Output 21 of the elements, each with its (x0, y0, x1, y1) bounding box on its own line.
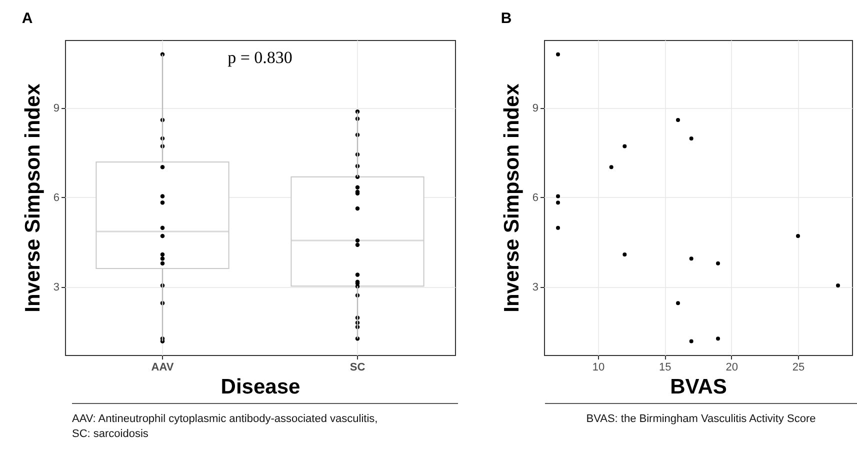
x-axis-title: BVAS (670, 376, 727, 398)
text: AAV: Antineutrophil cytoplasmic antibody-associated vasculitis, SC: sarcoidosis (72, 403, 458, 442)
y-axis-title: Inverse Simpson index (21, 83, 44, 312)
x-tick-label: 25 (792, 362, 805, 374)
x-tick-label: SC (350, 362, 366, 374)
x-tick-label: AAV (151, 362, 174, 374)
x-tick-label: 15 (659, 362, 672, 374)
y-tick-label: 6 (53, 192, 60, 204)
annotation: p = 0.830 (228, 48, 292, 67)
x-axis-title: Disease (220, 376, 300, 398)
chart-title: A (22, 10, 33, 27)
text: BVAS: the Birmingham Vasculitis Activity Score (545, 403, 857, 427)
y-tick-label: 9 (53, 102, 60, 115)
y-tick-label: 3 (532, 281, 538, 294)
chart-title: B (500, 10, 512, 27)
x-tick-label: 10 (592, 362, 605, 374)
x-tick-label: 20 (726, 362, 738, 374)
y-axis-title: Inverse Simpson index (500, 83, 524, 312)
y-tick-label: 3 (53, 281, 60, 294)
y-tick-label: 6 (532, 192, 538, 204)
y-tick-label: 9 (532, 102, 538, 115)
